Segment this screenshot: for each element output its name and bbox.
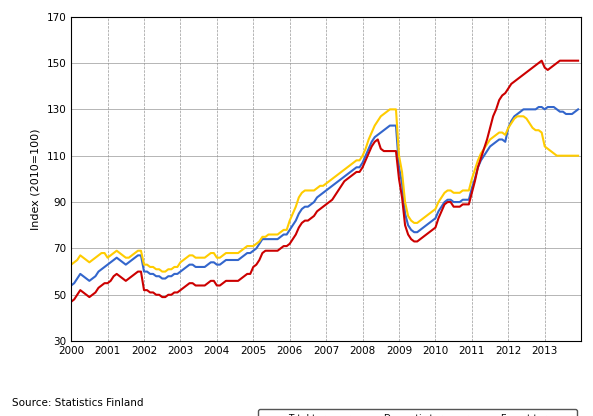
Domestic turnover (162, 269, 169, 274)
Export turnover (356, 169, 363, 174)
Total turnover (365, 146, 372, 151)
Total turnover (213, 262, 221, 267)
Domestic turnover (244, 244, 251, 249)
Legend: Total turnover, Domestic turnover, Export turnover: Total turnover, Domestic turnover, Expor… (259, 409, 576, 416)
Total turnover (575, 107, 582, 112)
Export turnover (538, 58, 545, 63)
Export turnover (68, 299, 75, 304)
Line: Domestic turnover: Domestic turnover (71, 109, 578, 272)
Total turnover (535, 104, 542, 109)
Domestic turnover (159, 269, 166, 274)
Export turnover (365, 151, 372, 156)
Domestic turnover (368, 130, 375, 135)
Export turnover (213, 283, 221, 288)
Export turnover (471, 179, 479, 184)
Domestic turnover (575, 153, 582, 158)
Line: Total turnover: Total turnover (71, 107, 578, 285)
Export turnover (575, 58, 582, 63)
Total turnover (159, 276, 166, 281)
Export turnover (241, 274, 248, 279)
Domestic turnover (68, 262, 75, 267)
Line: Export turnover: Export turnover (71, 61, 578, 302)
Y-axis label: Index (2010=100): Index (2010=100) (31, 128, 41, 230)
Total turnover (241, 253, 248, 258)
Domestic turnover (477, 151, 484, 156)
Text: Source: Statistics Finland: Source: Statistics Finland (12, 398, 144, 408)
Domestic turnover (359, 153, 366, 158)
Total turnover (68, 283, 75, 288)
Total turnover (356, 165, 363, 170)
Domestic turnover (386, 107, 393, 112)
Total turnover (471, 176, 479, 181)
Export turnover (159, 295, 166, 300)
Domestic turnover (216, 255, 224, 260)
